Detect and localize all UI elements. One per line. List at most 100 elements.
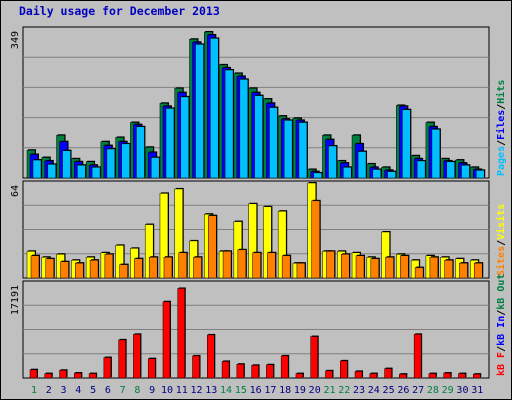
legend-entry: Hits — [495, 80, 507, 104]
day-label: 29 — [442, 385, 454, 396]
bar-sites — [104, 254, 114, 279]
day-label: 17 — [264, 385, 276, 396]
bar-kb-f — [88, 373, 97, 379]
bar-pages — [77, 164, 86, 179]
bar-pages — [446, 161, 455, 179]
bar-sites — [267, 252, 276, 279]
day-label: 13 — [205, 385, 217, 396]
day-label: 19 — [294, 385, 306, 396]
bar-sites — [30, 255, 40, 279]
legend-kbytes: kB F/kB In/kB Out — [496, 274, 507, 376]
bar-sites — [473, 262, 483, 279]
bar-sites — [222, 251, 232, 279]
day-label: 22 — [338, 385, 350, 396]
bar-kb-f — [472, 373, 481, 379]
bar-sites — [311, 200, 320, 279]
bar-sites — [281, 255, 291, 279]
bar-pages — [32, 159, 42, 179]
day-label: 7 — [120, 385, 126, 396]
bar-sites — [193, 256, 202, 279]
bar-sites — [296, 262, 306, 279]
bar-kb-f — [221, 361, 230, 379]
bar-pages — [62, 150, 71, 179]
bar-pages — [106, 148, 116, 179]
day-label: 4 — [75, 385, 81, 396]
bar-sites — [208, 215, 217, 279]
bar-kb-f — [354, 371, 363, 379]
bar-pages — [47, 164, 57, 179]
bar-sites — [370, 258, 380, 279]
legend-entry: Sites — [495, 246, 507, 276]
bar-sites — [163, 256, 173, 279]
day-label: 14 — [220, 385, 232, 396]
bar-kb-f — [413, 334, 422, 379]
bar-pages — [461, 164, 470, 179]
legend-entry: kB In — [496, 316, 507, 346]
day-label: 5 — [90, 385, 96, 396]
bar-kb-f — [325, 370, 333, 379]
day-label: 16 — [250, 385, 262, 396]
day-label: 23 — [353, 385, 365, 396]
bar-kb-f — [443, 372, 451, 379]
bar-pages — [283, 120, 293, 179]
day-label: 9 — [149, 385, 155, 396]
day-label: 6 — [105, 385, 111, 396]
bar-sites — [89, 259, 99, 279]
bar-pages — [343, 167, 352, 179]
bar-sites — [444, 259, 453, 279]
day-label: 28 — [427, 385, 439, 396]
legend-separator: / — [496, 346, 507, 352]
day-label: 24 — [368, 385, 380, 396]
bar-kb-f — [340, 360, 348, 379]
bar-kb-f — [310, 336, 318, 379]
legend-hits-files-pages: Pages/Files/Hits — [495, 80, 507, 176]
day-label: 8 — [134, 385, 140, 396]
bar-sites — [178, 252, 187, 279]
bar-sites — [134, 258, 143, 279]
max-value-label: 17191 — [10, 285, 21, 315]
bar-kb-f — [236, 363, 245, 379]
bar-pages — [431, 129, 441, 179]
bar-kb-f — [103, 357, 112, 379]
bar-kb-f — [177, 288, 185, 379]
bar-sites — [237, 249, 247, 279]
bar-pages — [357, 151, 367, 179]
bar-pages — [269, 107, 278, 179]
bar-kb-f — [44, 373, 53, 379]
day-label: 15 — [235, 385, 247, 396]
bar-kb-f — [266, 364, 274, 379]
bar-pages — [121, 143, 130, 179]
bar-kb-f — [59, 370, 67, 379]
bar-kb-f — [192, 355, 200, 379]
bar-pages — [195, 44, 204, 179]
day-label: 1 — [31, 385, 37, 396]
legend-entry: Visits — [495, 204, 507, 240]
bar-kb-f — [280, 355, 289, 379]
bar-sites — [326, 251, 335, 279]
day-label: 25 — [383, 385, 395, 396]
day-label: 20 — [309, 385, 321, 396]
legend-entry: kB F — [496, 352, 507, 376]
bar-kb-f — [162, 301, 171, 379]
chart-title: Daily usage for December 2013 — [19, 4, 220, 18]
bar-sites — [119, 264, 128, 279]
bar-pages — [136, 126, 145, 179]
legend-separator: / — [496, 310, 507, 316]
bar-sites — [414, 267, 424, 279]
bar-pages — [150, 157, 160, 179]
bar-sites — [400, 255, 409, 279]
day-label: 2 — [46, 385, 52, 396]
day-label: 12 — [190, 385, 202, 396]
bar-kb-f — [147, 358, 156, 379]
day-label: 27 — [412, 385, 424, 396]
bar-sites — [148, 256, 158, 279]
bar-pages — [328, 145, 337, 179]
day-label: 31 — [471, 385, 483, 396]
day-label: 21 — [323, 385, 335, 396]
day-label: 11 — [176, 385, 188, 396]
day-label: 26 — [397, 385, 409, 396]
bar-pages — [387, 171, 396, 179]
day-label: 18 — [279, 385, 291, 396]
